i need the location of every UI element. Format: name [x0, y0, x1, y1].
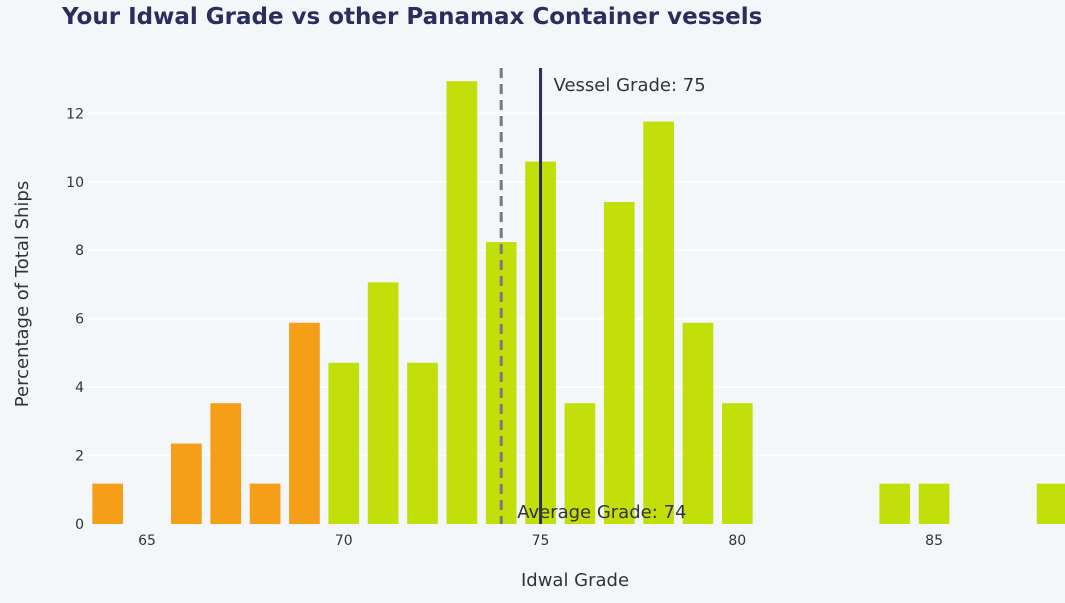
histogram-bar [1036, 483, 1065, 524]
average-grade-annotation: Average Grade: 74 [517, 502, 686, 523]
histogram-bar [564, 403, 596, 524]
bars [92, 81, 1065, 525]
x-tick-label: 75 [532, 533, 550, 549]
histogram-bar [249, 483, 281, 524]
y-tick-label: 10 [66, 175, 84, 191]
histogram-bar [446, 81, 478, 525]
histogram-bar [603, 201, 635, 525]
x-tick-label: 80 [728, 533, 746, 549]
histogram-bar [328, 362, 360, 524]
x-tick-label: 85 [925, 533, 943, 549]
x-tick-label: 70 [335, 533, 353, 549]
histogram-bar [721, 403, 753, 524]
histogram-bar [171, 443, 202, 524]
histogram-bar [879, 483, 911, 524]
y-axis-title: Percentage of Total Ships [12, 181, 33, 407]
y-tick-label: 6 [75, 312, 84, 328]
y-tick-label: 8 [75, 243, 84, 259]
reference-lines [499, 68, 543, 524]
axis-labels: 0 2 4 6 8 10 12 65 70 75 80 85 Vessel Grade: 75 Avera… [66, 75, 943, 549]
histogram-bar [643, 121, 674, 525]
histogram-bar [918, 483, 950, 524]
y-tick-label: 2 [75, 449, 84, 465]
histogram-bar [682, 322, 714, 524]
x-axis-title: Idwal Grade [521, 570, 629, 591]
histogram-bar [407, 362, 438, 524]
y-tick-label: 4 [75, 380, 84, 396]
y-tick-label: 12 [66, 106, 84, 122]
histogram-bar [210, 403, 242, 524]
histogram-bar [92, 483, 124, 524]
histogram-bar [289, 322, 320, 524]
y-tick-label: 0 [75, 517, 84, 533]
chart-title: Your Idwal Grade vs other Panamax Contai… [62, 4, 763, 30]
vessel-grade-annotation: Vessel Grade: 75 [554, 75, 706, 96]
histogram-bar [367, 282, 399, 524]
grid-lines [88, 112, 1065, 457]
x-tick-label: 65 [138, 533, 156, 549]
